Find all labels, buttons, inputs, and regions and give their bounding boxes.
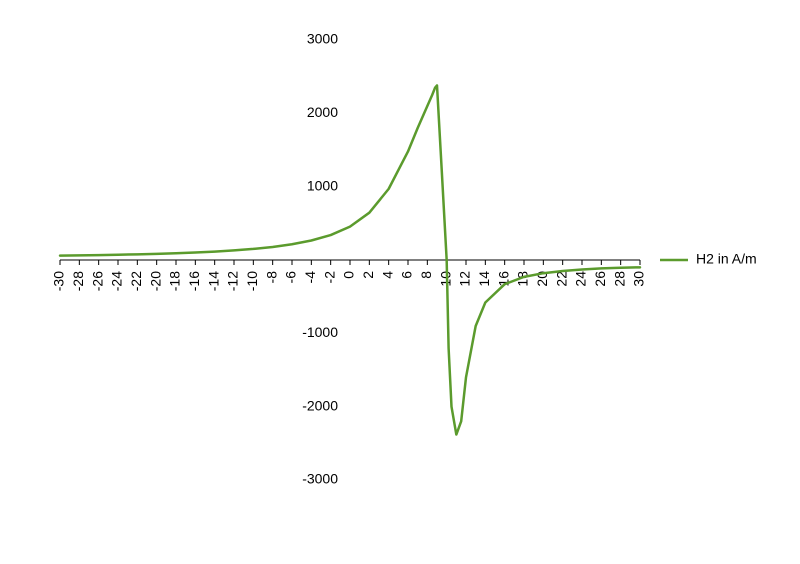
x-tick-label: -2 (321, 271, 337, 284)
x-tick-label-group: -28 (70, 271, 86, 291)
x-tick-label: 2 (360, 271, 376, 279)
x-tick-label-group: 22 (553, 271, 569, 287)
x-tick-label-group: 0 (341, 271, 357, 279)
x-tick-label-group: -18 (167, 271, 183, 291)
x-tick-label: -26 (89, 271, 105, 291)
x-tick-label: -8 (263, 271, 279, 284)
x-tick-label: 28 (611, 271, 627, 287)
x-tick-label: 26 (592, 271, 608, 287)
y-tick-label: -3000 (302, 471, 338, 487)
x-tick-label: -16 (186, 271, 202, 291)
x-tick-label: 24 (573, 271, 589, 287)
x-tick-label-group: 10 (437, 271, 453, 287)
x-tick-label-group: 14 (476, 271, 492, 287)
y-tick-label: 1000 (307, 177, 338, 193)
x-tick-label: -22 (128, 271, 144, 291)
x-tick-label: -28 (70, 271, 86, 291)
x-tick-label-group: 24 (573, 271, 589, 287)
x-tick-label-group: -2 (321, 271, 337, 284)
x-tick-label-group: -8 (263, 271, 279, 284)
x-tick-label: -14 (205, 271, 221, 291)
chart-container: 300020001000-1000-2000-3000-30-28-26-24-… (0, 0, 800, 564)
x-tick-label-group: -20 (147, 271, 163, 291)
x-tick-label-group: -6 (283, 271, 299, 284)
x-tick-label-group: -4 (302, 271, 318, 284)
x-tick-label: 14 (476, 271, 492, 287)
x-tick-label-group: -14 (205, 271, 221, 291)
x-tick-label-group: -10 (244, 271, 260, 291)
x-tick-label: 12 (457, 271, 473, 287)
x-tick-label: 30 (631, 271, 647, 287)
y-tick-label: -1000 (302, 324, 338, 340)
x-tick-label-group: 4 (379, 271, 395, 279)
x-tick-label: -30 (51, 271, 67, 291)
x-tick-label-group: -12 (225, 271, 241, 291)
x-tick-label-group: -24 (109, 271, 125, 291)
x-tick-label: 8 (418, 271, 434, 279)
line-chart: 300020001000-1000-2000-3000-30-28-26-24-… (0, 0, 800, 564)
y-tick-label: -2000 (302, 397, 338, 413)
x-tick-label: 22 (553, 271, 569, 287)
x-tick-label-group: 28 (611, 271, 627, 287)
x-tick-label-group: -22 (128, 271, 144, 291)
x-tick-label-group: -16 (186, 271, 202, 291)
x-tick-label: -4 (302, 271, 318, 284)
x-tick-label-group: 30 (631, 271, 647, 287)
x-tick-label: -6 (283, 271, 299, 284)
x-tick-label-group: -26 (89, 271, 105, 291)
x-tick-label: 10 (437, 271, 453, 287)
x-tick-label: -10 (244, 271, 260, 291)
x-tick-label-group: 12 (457, 271, 473, 287)
x-tick-label-group: -30 (51, 271, 67, 291)
y-tick-label: 2000 (307, 104, 338, 120)
x-tick-label: 0 (341, 271, 357, 279)
x-tick-label: -24 (109, 271, 125, 291)
x-tick-label-group: 6 (399, 271, 415, 279)
x-tick-label: -20 (147, 271, 163, 291)
legend-label: H2 in A/m (696, 251, 757, 267)
y-tick-label: 3000 (307, 31, 338, 47)
x-tick-label-group: 26 (592, 271, 608, 287)
x-tick-label-group: 2 (360, 271, 376, 279)
x-tick-label-group: 8 (418, 271, 434, 279)
x-tick-label: -12 (225, 271, 241, 291)
x-tick-label: -18 (167, 271, 183, 291)
x-tick-label: 6 (399, 271, 415, 279)
x-tick-label: 4 (379, 271, 395, 279)
